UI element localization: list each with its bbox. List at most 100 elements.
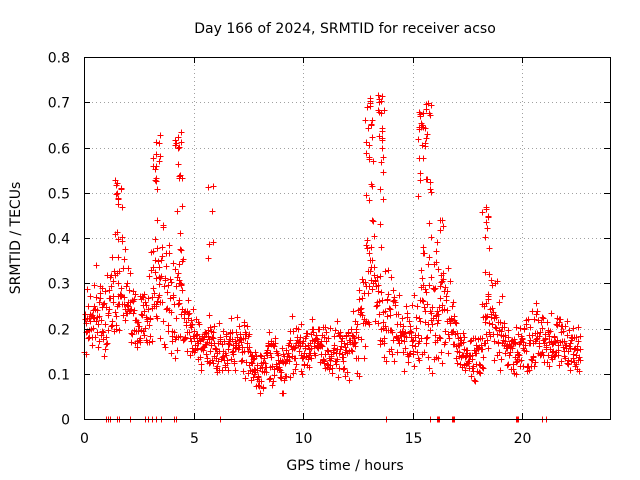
data-point [272, 340, 279, 347]
data-point [533, 311, 540, 318]
data-point [210, 239, 217, 246]
data-point [178, 247, 185, 254]
data-point [289, 313, 296, 320]
data-point [147, 315, 154, 322]
data-point [355, 355, 362, 362]
data-point [493, 314, 500, 321]
data-point [240, 368, 247, 375]
data-point [378, 289, 385, 296]
data-point [473, 350, 480, 357]
data-point [255, 382, 262, 389]
data-point [352, 343, 359, 350]
data-point [460, 330, 467, 337]
data-point [418, 267, 425, 274]
data-point [427, 327, 434, 334]
data-point [351, 340, 358, 347]
data-point [536, 343, 543, 350]
data-point [421, 250, 428, 257]
data-point [114, 190, 121, 197]
data-point [176, 144, 183, 151]
data-point [224, 357, 231, 364]
data-point [462, 354, 469, 361]
data-point [92, 334, 99, 341]
data-point [327, 325, 334, 332]
data-point [154, 217, 161, 224]
data-point [287, 337, 294, 344]
data-point [404, 314, 411, 321]
data-point [556, 319, 563, 326]
data-point [153, 178, 160, 185]
data-point [378, 244, 385, 251]
data-point [252, 349, 259, 356]
y-tick-labels: 0 0.1 0.2 0.3 0.4 0.5 0.6 0.7 0.8 [48, 51, 70, 429]
data-point [428, 234, 435, 241]
data-point [164, 289, 171, 296]
x-tick-label: 15 [405, 431, 423, 447]
data-point [160, 318, 167, 325]
data-point [344, 369, 351, 376]
data-point [439, 360, 446, 367]
data-point [115, 236, 122, 243]
data-point [197, 354, 204, 361]
data-point [154, 315, 161, 322]
data-point [381, 107, 388, 114]
data-point [433, 313, 440, 320]
data-point [200, 347, 207, 354]
data-point [152, 236, 159, 243]
data-point [94, 329, 101, 336]
data-point [496, 299, 503, 306]
data-point [187, 352, 194, 359]
data-point [467, 338, 474, 345]
data-point [371, 233, 378, 240]
data-point [371, 264, 378, 271]
data-point [492, 324, 499, 331]
data-point [168, 279, 175, 286]
data-point [106, 287, 113, 294]
data-point [534, 308, 541, 315]
data-point [516, 352, 523, 359]
data-point [538, 319, 545, 326]
data-point [156, 140, 163, 147]
data-point [507, 349, 514, 356]
data-point [413, 325, 420, 332]
data-point [162, 344, 169, 351]
data-point [267, 375, 274, 382]
data-point [257, 352, 264, 359]
data-point [150, 264, 157, 271]
data-point [122, 306, 129, 313]
data-point [526, 367, 533, 374]
data-point [177, 246, 184, 253]
data-point [324, 347, 331, 354]
data-point [100, 301, 107, 308]
data-point [575, 324, 582, 331]
data-point [379, 137, 386, 144]
data-point [153, 151, 160, 158]
data-point [270, 378, 277, 385]
data-point [223, 331, 230, 338]
x-tick-label: 5 [190, 431, 199, 447]
data-point [389, 329, 396, 336]
data-point [389, 351, 396, 358]
data-point [491, 338, 498, 345]
data-point [103, 341, 110, 348]
data-point [152, 257, 159, 264]
data-point [311, 343, 318, 350]
data-point [437, 227, 444, 234]
data-point [242, 375, 249, 382]
data-point [142, 325, 149, 332]
data-point [375, 107, 382, 114]
data-point [346, 377, 353, 384]
data-point [237, 331, 244, 338]
data-point [428, 189, 435, 196]
data-point [416, 109, 423, 116]
data-point [206, 241, 213, 248]
data-point [439, 217, 446, 224]
data-point [162, 275, 169, 282]
data-point [140, 294, 147, 301]
data-point [374, 274, 381, 281]
data-point [551, 333, 558, 340]
data-point [336, 332, 343, 339]
data-point [124, 280, 131, 287]
data-point [533, 300, 540, 307]
data-point [575, 338, 582, 345]
